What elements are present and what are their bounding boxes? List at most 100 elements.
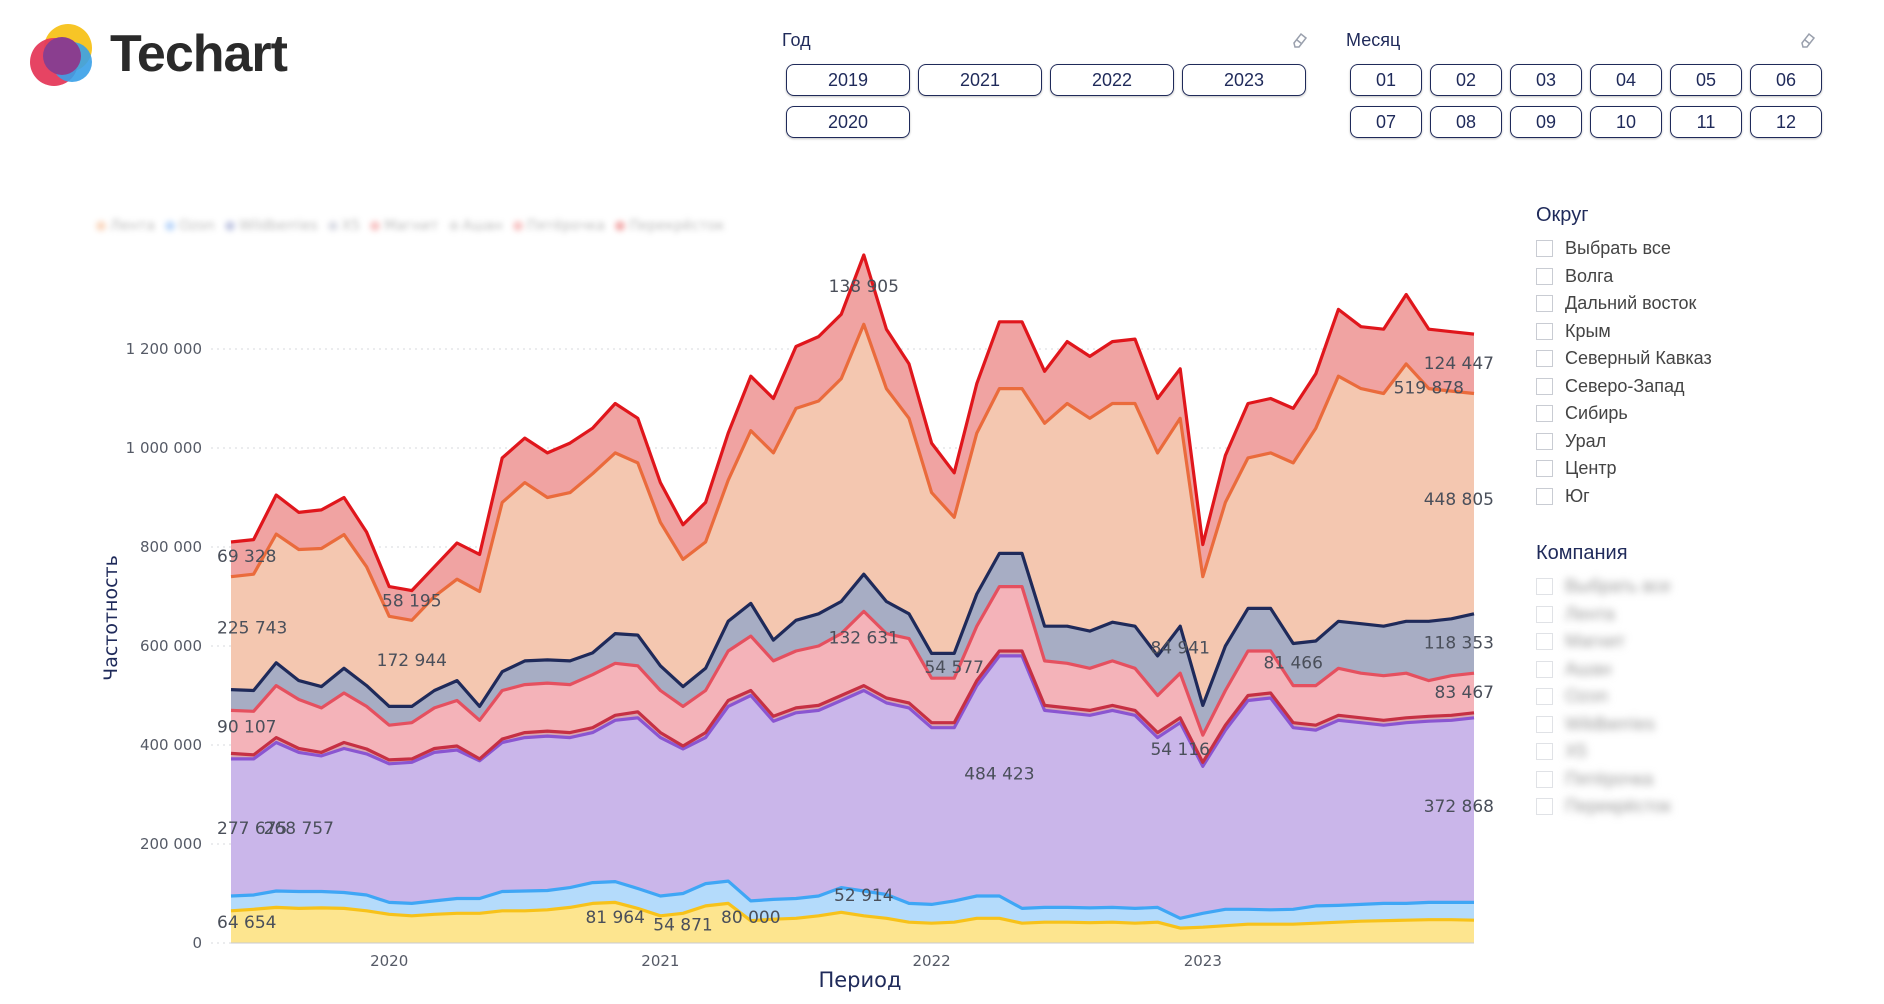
company-label: Лента bbox=[1565, 603, 1615, 624]
clear-year-eraser-icon[interactable] bbox=[1290, 30, 1312, 52]
district-item-north-west[interactable]: Северо-Запад bbox=[1536, 373, 1712, 401]
district-item-ural[interactable]: Урал bbox=[1536, 428, 1712, 456]
line-Wildberries[interactable] bbox=[231, 654, 1475, 768]
company-label: Ашан bbox=[1565, 658, 1612, 679]
line-X5[interactable] bbox=[230, 649, 1475, 764]
x-axis-ticks: 2020 2021 2022 2023 bbox=[231, 942, 1474, 970]
legend-item[interactable]: Перекрёсток bbox=[615, 218, 725, 234]
district-label: Крым bbox=[1565, 320, 1611, 341]
checkbox[interactable] bbox=[1536, 688, 1553, 706]
legend-item[interactable]: Лента bbox=[96, 218, 155, 234]
company-item[interactable]: Магнит bbox=[1536, 628, 1671, 656]
line-Ашан[interactable] bbox=[230, 551, 1475, 708]
checkbox[interactable] bbox=[1536, 798, 1553, 816]
checkbox[interactable] bbox=[1536, 487, 1553, 505]
data-label: 519 878 bbox=[1394, 379, 1464, 399]
y-tick-label: 0 bbox=[192, 934, 202, 952]
company-filter: Компания Выбрать все Лента Магнит Ашан O… bbox=[1536, 542, 1671, 821]
district-item-select-all[interactable]: Выбрать все bbox=[1536, 235, 1712, 263]
legend-item[interactable]: Пятёрочка bbox=[512, 218, 606, 234]
checkbox[interactable] bbox=[1536, 715, 1553, 733]
data-label: 81 466 bbox=[1263, 653, 1322, 673]
company-item[interactable]: Wildberries bbox=[1536, 711, 1671, 739]
checkbox[interactable] bbox=[1536, 295, 1553, 313]
district-item-siberia[interactable]: Сибирь bbox=[1536, 400, 1712, 428]
checkbox[interactable] bbox=[1536, 432, 1553, 450]
month-button-03[interactable]: 03 bbox=[1510, 64, 1582, 96]
month-button-05[interactable]: 05 bbox=[1670, 64, 1742, 96]
district-item-volga[interactable]: Волга bbox=[1536, 263, 1712, 291]
legend-item[interactable]: X5 bbox=[327, 218, 360, 234]
district-filter: Округ Выбрать все Волга Дальний восток К… bbox=[1536, 204, 1712, 510]
legend-item[interactable]: Ашан bbox=[448, 218, 503, 234]
company-label: Магнит bbox=[1565, 631, 1626, 652]
area-Пятёрочка bbox=[231, 324, 1474, 707]
checkbox[interactable] bbox=[1536, 578, 1553, 596]
company-item[interactable]: Перекрёсток bbox=[1536, 793, 1671, 821]
line-Ozon[interactable] bbox=[230, 879, 1474, 920]
data-label: 90 107 bbox=[217, 718, 276, 738]
checkbox[interactable] bbox=[1536, 770, 1553, 788]
year-button-2019[interactable]: 2019 bbox=[786, 64, 910, 96]
x-axis-title: Период bbox=[818, 968, 901, 992]
month-button-11[interactable]: 11 bbox=[1670, 106, 1742, 138]
legend-item[interactable]: Магнит bbox=[370, 218, 439, 234]
line-Лента[interactable] bbox=[230, 900, 1475, 930]
checkbox[interactable] bbox=[1536, 322, 1553, 340]
data-label: 54 871 bbox=[653, 916, 712, 936]
legend-label: Пятёрочка bbox=[526, 218, 606, 234]
data-label: 54 577 bbox=[924, 658, 983, 678]
year-button-2023[interactable]: 2023 bbox=[1182, 64, 1306, 96]
month-button-12[interactable]: 12 bbox=[1750, 106, 1822, 138]
data-label: 58 195 bbox=[382, 591, 441, 611]
month-button-01[interactable]: 01 bbox=[1350, 64, 1422, 96]
month-button-08[interactable]: 08 bbox=[1430, 106, 1502, 138]
year-button-2020[interactable]: 2020 bbox=[786, 106, 910, 138]
checkbox[interactable] bbox=[1536, 743, 1553, 761]
legend-item[interactable]: Wildberries bbox=[224, 218, 318, 234]
checkbox[interactable] bbox=[1536, 633, 1553, 651]
district-item-center[interactable]: Центр bbox=[1536, 455, 1712, 483]
area-Wildberries bbox=[231, 655, 1474, 919]
month-button-07[interactable]: 07 bbox=[1350, 106, 1422, 138]
month-button-10[interactable]: 10 bbox=[1590, 106, 1662, 138]
year-slicer-title: Год bbox=[782, 30, 811, 50]
company-item[interactable]: Выбрать все bbox=[1536, 573, 1671, 601]
checkbox[interactable] bbox=[1536, 240, 1553, 258]
company-item[interactable]: Ашан bbox=[1536, 656, 1671, 684]
legend-item[interactable]: Ozon bbox=[165, 218, 215, 234]
checkbox[interactable] bbox=[1536, 405, 1553, 423]
line-Перекрёсток[interactable] bbox=[230, 253, 1475, 593]
district-item-south[interactable]: Юг bbox=[1536, 483, 1712, 511]
district-label: Выбрать все bbox=[1565, 238, 1671, 259]
year-button-2021[interactable]: 2021 bbox=[918, 64, 1042, 96]
checkbox[interactable] bbox=[1536, 350, 1553, 368]
clear-month-eraser-icon[interactable] bbox=[1798, 30, 1820, 52]
data-label: 268 757 bbox=[264, 819, 334, 839]
month-button-06[interactable]: 06 bbox=[1750, 64, 1822, 96]
x-tick-label: 2023 bbox=[1184, 952, 1222, 970]
company-item[interactable]: Пятёрочка bbox=[1536, 766, 1671, 794]
month-button-09[interactable]: 09 bbox=[1510, 106, 1582, 138]
year-button-2022[interactable]: 2022 bbox=[1050, 64, 1174, 96]
checkbox[interactable] bbox=[1536, 660, 1553, 678]
checkbox[interactable] bbox=[1536, 460, 1553, 478]
y-tick-label: 400 000 bbox=[140, 736, 202, 754]
company-item[interactable]: Лента bbox=[1536, 601, 1671, 629]
checkbox[interactable] bbox=[1536, 605, 1553, 623]
district-item-far-east[interactable]: Дальний восток bbox=[1536, 290, 1712, 318]
month-button-02[interactable]: 02 bbox=[1430, 64, 1502, 96]
line-Магнит[interactable] bbox=[230, 585, 1475, 737]
checkbox[interactable] bbox=[1536, 377, 1553, 395]
data-label: 277 675 bbox=[217, 819, 287, 839]
company-item[interactable]: X5 bbox=[1536, 738, 1671, 766]
company-item[interactable]: Ozon bbox=[1536, 683, 1671, 711]
techart-logo-icon bbox=[30, 24, 92, 86]
month-button-04[interactable]: 04 bbox=[1590, 64, 1662, 96]
line-Пятёрочка[interactable] bbox=[230, 322, 1475, 622]
data-label: 83 467 bbox=[1435, 683, 1494, 703]
district-item-north-caucasus[interactable]: Северный Кавказ bbox=[1536, 345, 1712, 373]
stacked-area-chart: 0 200 000 400 000 600 000 800 000 1 000 000 1 … bbox=[100, 253, 1494, 992]
district-item-crimea[interactable]: Крым bbox=[1536, 318, 1712, 346]
checkbox[interactable] bbox=[1536, 267, 1553, 285]
